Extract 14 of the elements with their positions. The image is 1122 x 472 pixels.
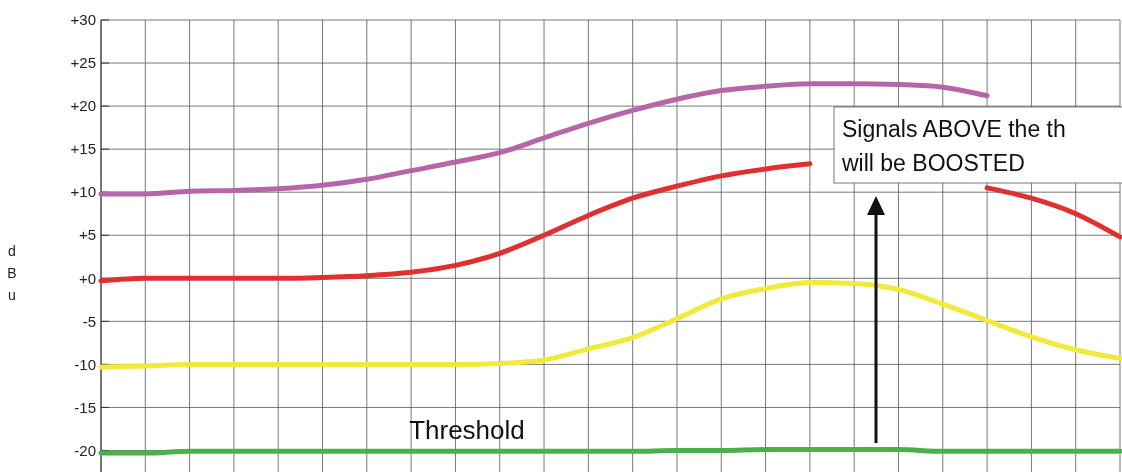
y-tick-label: +25 bbox=[70, 54, 96, 72]
annotation: Signals ABOVE the th will be BOOSTED bbox=[841, 116, 1066, 176]
y-axis-title: dBu bbox=[7, 243, 17, 303]
series-label: Threshold bbox=[409, 415, 525, 446]
y-tick-label: +20 bbox=[70, 97, 96, 115]
y-tick-label: +0 bbox=[78, 269, 96, 287]
y-tick-label: -5 bbox=[82, 312, 96, 330]
y-tick-label: -10 bbox=[74, 355, 96, 373]
y-tick-label: +15 bbox=[70, 140, 96, 158]
y-tick-label: +30 bbox=[70, 11, 96, 29]
y-tick-label: +5 bbox=[78, 226, 96, 244]
y-tick-label: +10 bbox=[70, 183, 96, 201]
y-tick-label: -15 bbox=[74, 398, 96, 416]
y-tick-label: -20 bbox=[74, 441, 96, 459]
